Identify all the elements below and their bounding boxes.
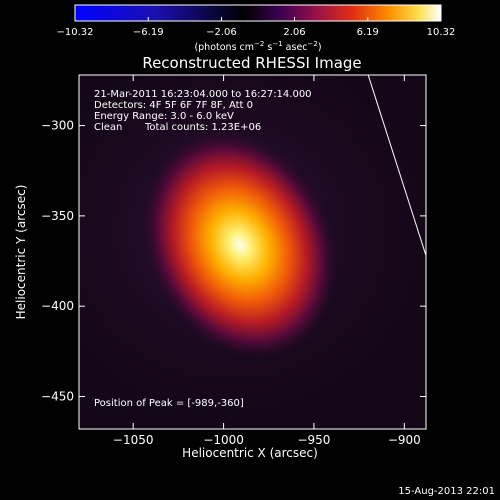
colorbar-ticks: −10.32 −6.19 −2.06 2.06 6.19 10.32 [56, 17, 455, 38]
x-tick-label: −1050 [113, 433, 154, 447]
solar-limb-line [367, 75, 426, 256]
annotation-energy: Energy Range: 3.0 - 6.0 keV [94, 111, 234, 122]
y-tick-label: −450 [41, 389, 74, 403]
y-axis-label: Heliocentric Y (arcsec) [14, 185, 28, 320]
plot-frame [78, 74, 427, 430]
colorbar-tick-label: −6.19 [133, 27, 164, 38]
colorbar-tick-label: −2.06 [206, 27, 237, 38]
image-layer [79, 75, 426, 420]
y-tick-label: −300 [41, 119, 74, 133]
x-axis-label: Heliocentric X (arcsec) [182, 446, 318, 460]
y-tick-label: −350 [41, 209, 74, 223]
x-tick-label: −900 [388, 433, 421, 447]
annotation-time: 21-Mar-2011 16:23:04.000 to 16:27:14.000 [94, 89, 312, 100]
annotation-method: Clean [94, 122, 122, 133]
x-tick-label: −1000 [203, 433, 244, 447]
x-tick-label: −950 [297, 433, 330, 447]
colorbar-tick-label: −10.32 [56, 27, 93, 38]
annotation-peak: Position of Peak = [-989,-360] [94, 398, 244, 409]
colorbar-tick-label: 6.19 [357, 27, 379, 38]
colorbar-tick-label: 2.06 [283, 27, 305, 38]
y-tick-label: −400 [41, 299, 74, 313]
hard-xray-source [142, 131, 338, 359]
footer-date: 15-Aug-2013 22:01 [398, 486, 495, 497]
x-axis: −1050 −1000 −950 −900 [113, 75, 421, 447]
annotation-counts: Total counts: 1.23E+06 [144, 122, 261, 133]
y-axis: −300 −350 −400 −450 [41, 119, 426, 403]
chart-title: Reconstructed RHESSI Image [142, 54, 361, 72]
colorbar-tick-label: 10.32 [427, 27, 456, 38]
colorbar [74, 4, 442, 22]
colorbar-units: (photons cm−2 s−1 asec−2) [194, 40, 321, 53]
annotation-detectors: Detectors: 4F 5F 6F 7F 8F, Att 0 [94, 100, 253, 111]
